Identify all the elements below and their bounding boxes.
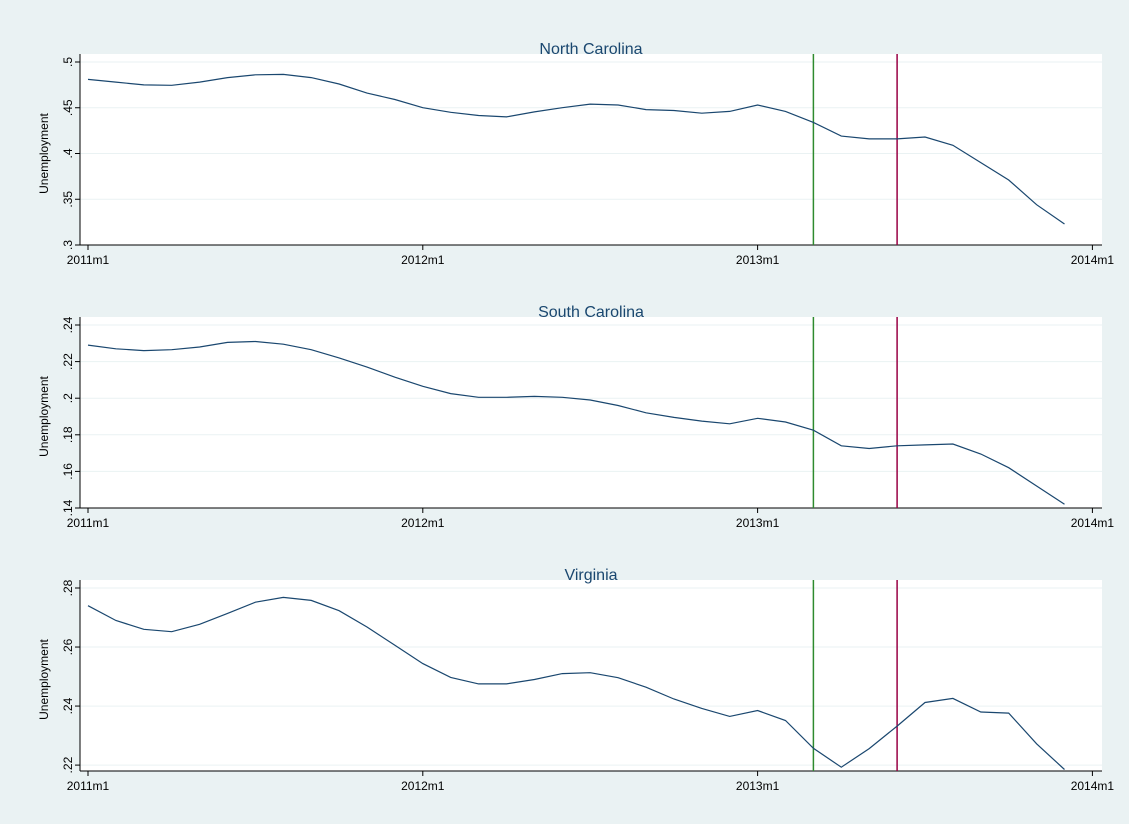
y-tick-label: .45 bbox=[61, 99, 75, 116]
x-tick-label: 2011m1 bbox=[67, 779, 110, 793]
unemployment-line bbox=[87, 73, 1065, 225]
x-tick-label: 2011m1 bbox=[67, 253, 110, 267]
y-axis-title: Unemployment bbox=[37, 638, 51, 719]
x-tick-label: 2012m1 bbox=[401, 516, 445, 530]
unemployment-line bbox=[87, 596, 1065, 770]
x-tick-label: 2013m1 bbox=[736, 516, 780, 530]
panel-north-carolina: .3 .35 .4 .45 .5 Unemployment 2011m1 2012m1 2013… bbox=[37, 41, 1114, 267]
plot-area bbox=[80, 317, 1102, 508]
panel-title: South Carolina bbox=[538, 304, 644, 321]
y-tick-label: .28 bbox=[61, 579, 75, 596]
y-axis-title: Unemployment bbox=[37, 375, 51, 456]
y-tick-label: .22 bbox=[61, 756, 75, 773]
y-tick-label: .4 bbox=[61, 148, 75, 158]
y-tick-label: .5 bbox=[61, 57, 75, 67]
x-tick-label: 2014m1 bbox=[1071, 779, 1115, 793]
y-tick-label: .3 bbox=[61, 240, 75, 250]
panel-south-carolina: .14 .16 .18 .2 .22 .24 Unemployment 2011m1 2012m… bbox=[37, 304, 1114, 530]
plot-area bbox=[80, 54, 1102, 245]
y-tick-label: .26 bbox=[61, 638, 75, 655]
y-tick-label: .24 bbox=[61, 316, 75, 333]
y-tick-label: .14 bbox=[61, 499, 75, 516]
x-tick-label: 2012m1 bbox=[401, 253, 445, 267]
panel-title: North Carolina bbox=[539, 41, 642, 58]
y-tick-label: .18 bbox=[61, 426, 75, 443]
y-axis-title: Unemployment bbox=[37, 112, 51, 193]
unemployment-line bbox=[87, 340, 1065, 505]
y-tick-label: .35 bbox=[61, 191, 75, 208]
x-tick-label: 2012m1 bbox=[401, 779, 445, 793]
x-tick-label: 2011m1 bbox=[67, 516, 110, 530]
y-tick-label: .2 bbox=[61, 393, 75, 403]
y-tick-label: .16 bbox=[61, 463, 75, 480]
y-tick-label: .24 bbox=[61, 697, 75, 714]
plot-area bbox=[80, 580, 1102, 771]
panel-title: Virginia bbox=[564, 567, 617, 584]
x-tick-label: 2013m1 bbox=[736, 253, 780, 267]
x-tick-label: 2014m1 bbox=[1071, 516, 1115, 530]
x-tick-label: 2014m1 bbox=[1071, 253, 1115, 267]
x-tick-label: 2013m1 bbox=[736, 779, 780, 793]
y-tick-label: .22 bbox=[61, 353, 75, 370]
panel-virginia: .22 .24 .26 .28 Unemployment 2011m1 2012m1 2013… bbox=[37, 567, 1114, 793]
